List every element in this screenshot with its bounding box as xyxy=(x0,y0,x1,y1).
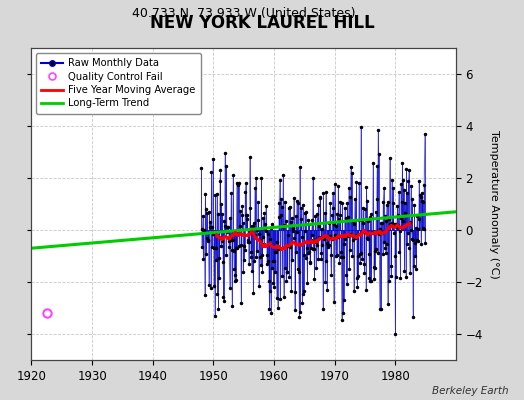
Text: NEW YORK LAUREL HILL: NEW YORK LAUREL HILL xyxy=(150,14,374,32)
Legend: Raw Monthly Data, Quality Control Fail, Five Year Moving Average, Long-Term Tren: Raw Monthly Data, Quality Control Fail, … xyxy=(37,53,201,114)
Text: Berkeley Earth: Berkeley Earth xyxy=(432,386,508,396)
Y-axis label: Temperature Anomaly (°C): Temperature Anomaly (°C) xyxy=(488,130,498,278)
Title: 40.733 N, 73.933 W (United States): 40.733 N, 73.933 W (United States) xyxy=(132,8,355,20)
